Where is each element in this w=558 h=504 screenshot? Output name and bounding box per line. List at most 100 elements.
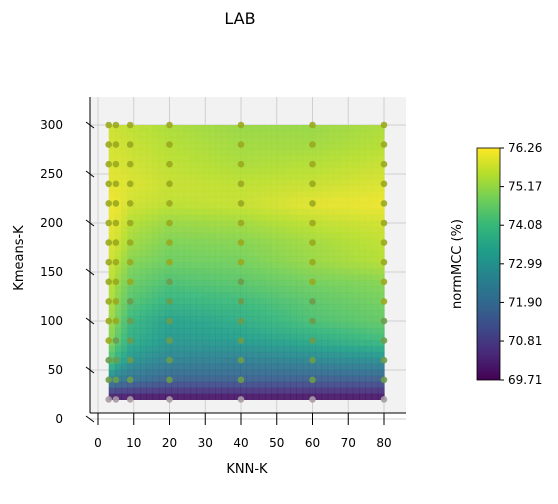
heatmap-cell xyxy=(296,274,304,281)
heatmap-cell xyxy=(240,244,247,251)
sample-point xyxy=(112,298,120,305)
heatmap-cell xyxy=(377,274,385,281)
heatmap-cell xyxy=(277,172,285,180)
heatmap-cell xyxy=(108,375,116,383)
heatmap-cell xyxy=(265,232,272,239)
heatmap-cell xyxy=(196,327,204,335)
heatmap-cell xyxy=(208,125,216,132)
heatmap-cell xyxy=(290,262,298,269)
heatmap-cell xyxy=(233,184,241,192)
heatmap-cell xyxy=(196,184,204,192)
heatmap-cell xyxy=(177,125,185,132)
heatmap-cell xyxy=(140,226,147,233)
heatmap-cell xyxy=(265,226,272,233)
heatmap-cell xyxy=(290,196,298,204)
heatmap-cell xyxy=(277,381,285,389)
heatmap-cell xyxy=(340,274,348,281)
heatmap-cell xyxy=(221,315,229,323)
heatmap-cell xyxy=(171,172,179,180)
heatmap-cell xyxy=(258,345,266,353)
heatmap-cell xyxy=(127,130,135,138)
heatmap-cell xyxy=(246,232,254,239)
heatmap-cell xyxy=(258,262,266,269)
heatmap-cell xyxy=(377,327,385,335)
heatmap-cell xyxy=(283,268,291,275)
heatmap-cell xyxy=(140,369,147,377)
heatmap-cell xyxy=(221,375,229,383)
heatmap-cell xyxy=(190,387,197,395)
heatmap-cell xyxy=(352,357,360,365)
heatmap-cell xyxy=(352,303,360,311)
heatmap-cell xyxy=(340,286,348,293)
heatmap-cell xyxy=(196,292,204,299)
heatmap-cell xyxy=(315,333,323,341)
heatmap-cell xyxy=(358,321,366,329)
heatmap-cell xyxy=(271,315,279,323)
heatmap-cell xyxy=(108,136,116,144)
heatmap-cell xyxy=(258,369,266,377)
heatmap-cell xyxy=(165,351,172,359)
heatmap-cell xyxy=(233,292,241,299)
sample-point xyxy=(105,317,112,325)
heatmap-cell xyxy=(183,309,191,317)
heatmap-cell xyxy=(258,375,266,383)
heatmap-cell xyxy=(183,345,191,353)
heatmap-cell xyxy=(371,375,379,383)
heatmap-cell xyxy=(190,333,197,341)
heatmap-cell xyxy=(196,280,204,287)
heatmap-cell xyxy=(208,214,216,222)
heatmap-cell xyxy=(152,178,160,186)
heatmap-cell xyxy=(283,214,291,222)
heatmap-cell xyxy=(371,142,379,150)
heatmap-cell xyxy=(377,381,385,389)
heatmap-cell xyxy=(302,172,310,180)
heatmap-cell xyxy=(221,125,229,132)
heatmap-cell xyxy=(377,321,385,329)
heatmap-cell xyxy=(121,286,129,293)
heatmap-cell xyxy=(246,315,254,323)
heatmap-cell xyxy=(252,381,260,389)
heatmap-cell xyxy=(233,381,241,389)
heatmap-cell xyxy=(290,244,298,251)
heatmap-cell xyxy=(165,387,172,395)
heatmap-cell xyxy=(327,351,335,359)
heatmap-cell xyxy=(208,315,216,323)
heatmap-cell xyxy=(358,327,366,335)
heatmap-cell xyxy=(127,286,135,293)
heatmap-cell xyxy=(177,381,185,389)
sample-point xyxy=(309,160,316,168)
heatmap-cell xyxy=(277,345,285,353)
heatmap-cell xyxy=(215,142,222,150)
heatmap-cell xyxy=(371,274,379,281)
heatmap-cell xyxy=(277,214,285,222)
heatmap-cell xyxy=(271,387,279,395)
heatmap-cell xyxy=(183,297,191,305)
sample-point xyxy=(112,200,120,207)
heatmap-cell xyxy=(133,333,141,341)
heatmap-cell xyxy=(258,357,266,365)
heatmap-cell xyxy=(171,327,179,335)
heatmap-cell xyxy=(365,244,373,251)
heatmap-cell xyxy=(265,339,272,347)
heatmap-cell xyxy=(140,160,147,168)
heatmap-cell xyxy=(258,339,266,347)
heatmap-cell xyxy=(108,363,116,371)
sample-point xyxy=(237,141,245,148)
heatmap-cell xyxy=(140,208,147,216)
heatmap-cell xyxy=(271,375,279,383)
heatmap-cell xyxy=(333,125,341,132)
heatmap-cell xyxy=(365,184,373,192)
heatmap-cell xyxy=(215,196,222,204)
sample-point xyxy=(126,337,134,344)
heatmap-cell xyxy=(271,220,279,228)
heatmap-cell xyxy=(371,315,379,323)
heatmap-cell xyxy=(377,387,385,395)
heatmap-cell xyxy=(352,148,360,156)
heatmap-cell xyxy=(321,268,329,275)
heatmap-cell xyxy=(277,280,285,287)
heatmap-cell xyxy=(196,232,204,239)
heatmap-cell xyxy=(114,202,122,210)
heatmap-cell xyxy=(221,256,229,263)
heatmap-cell xyxy=(321,190,329,198)
heatmap-cell xyxy=(152,363,160,371)
